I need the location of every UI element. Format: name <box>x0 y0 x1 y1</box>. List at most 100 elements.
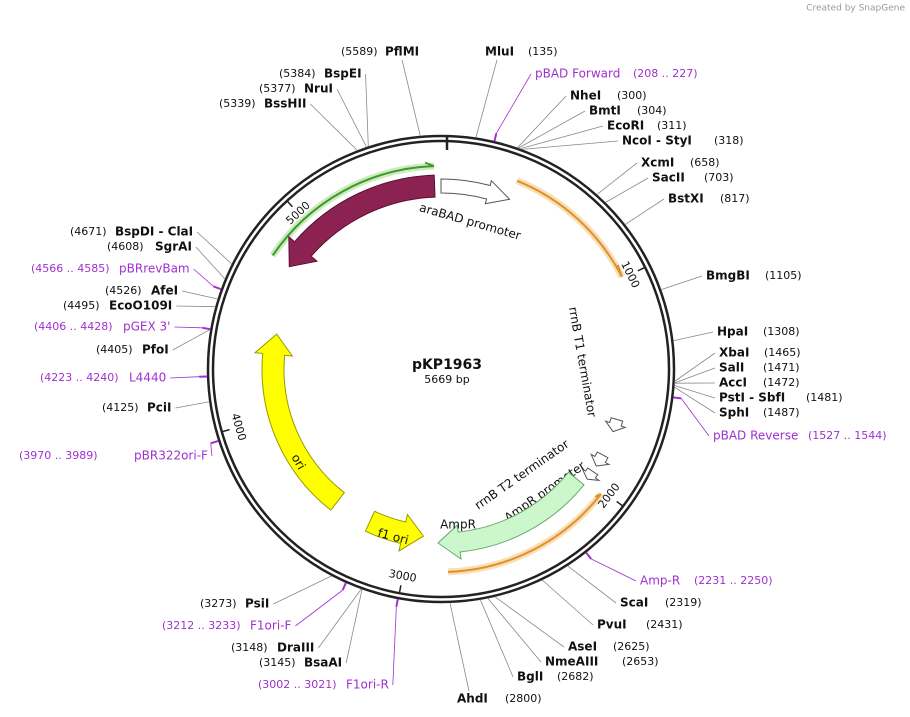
site-leader <box>175 401 210 409</box>
primer-range: (4223 .. 4240) <box>40 371 119 384</box>
site-leader <box>196 231 233 265</box>
feature-arrow <box>364 510 425 552</box>
site-leader <box>273 575 332 605</box>
primer-name: F1ori-F <box>250 619 291 633</box>
site-name: EcoRI <box>607 119 644 133</box>
site-name: NruI <box>304 82 333 96</box>
site-leader <box>518 110 586 149</box>
feature-arrow <box>590 451 611 467</box>
site-leader <box>521 140 619 150</box>
site-name: PciI <box>147 401 172 415</box>
site-position: (311) <box>657 119 687 132</box>
site-position: (1471) <box>763 361 800 374</box>
site-position: (1308) <box>763 325 800 338</box>
highlight-halo <box>515 177 625 279</box>
primer-leader <box>174 326 203 329</box>
site-position: (4671) <box>70 225 107 238</box>
site-name: SphI <box>719 406 749 420</box>
backbone-outer <box>206 134 676 604</box>
site-name: NmeAIII <box>545 655 598 669</box>
site-leader <box>596 162 638 195</box>
highlight-head <box>594 493 602 498</box>
primer-name: pGEX 3' <box>123 320 170 334</box>
site-leader <box>479 599 514 678</box>
site-position: (2682) <box>557 670 594 683</box>
tick-mark <box>221 428 230 433</box>
site-name: NcoI - StyI <box>622 134 692 148</box>
feature-arrow <box>288 174 436 268</box>
highlight-head <box>424 161 435 168</box>
site-name: PstI - SbfI <box>719 391 785 405</box>
site-leader <box>318 588 362 649</box>
highlight-head <box>616 264 623 278</box>
site-name: MluI <box>485 45 514 59</box>
site-name: BspEI <box>324 67 362 81</box>
site-leader <box>336 88 367 148</box>
feature-arrow <box>604 417 627 433</box>
site-name: NheI <box>570 89 601 103</box>
primer-mark <box>585 551 592 560</box>
site-leader <box>673 331 714 342</box>
site-name: PsiI <box>245 597 269 611</box>
site-name: AhdI <box>457 692 488 706</box>
site-position: (3148) <box>231 641 268 654</box>
primer-mark <box>202 326 211 331</box>
primer-range: (3970 .. 3989) <box>19 449 98 462</box>
site-position: (1472) <box>763 376 800 389</box>
site-name: SalI <box>719 361 744 375</box>
primer-mark <box>213 285 222 291</box>
primer-leader <box>392 606 397 686</box>
site-name: PfoI <box>142 343 169 357</box>
tick-label: 3000 <box>388 567 418 585</box>
site-leader <box>494 596 565 648</box>
site-name: DraIII <box>277 641 314 655</box>
site-name: SgrAI <box>155 240 192 254</box>
site-position: (2800) <box>505 692 542 705</box>
plasmid-name: pKP1963 <box>412 357 482 373</box>
feature-arrow <box>253 333 346 511</box>
site-position: (135) <box>528 45 558 58</box>
primer-mark <box>493 133 498 142</box>
primer-name: L4440 <box>129 371 166 385</box>
site-name: SacII <box>652 171 685 185</box>
site-position: (4526) <box>105 284 142 297</box>
site-leader <box>401 59 421 137</box>
site-name: PflMI <box>385 45 419 59</box>
site-position: (1487) <box>763 406 800 419</box>
primer-leader <box>210 443 213 457</box>
site-leader <box>475 59 498 138</box>
site-name: HpaI <box>717 325 748 339</box>
primer-name: Amp-R <box>640 574 680 588</box>
site-leader <box>567 565 617 604</box>
site-leader <box>519 125 604 150</box>
primer-leader <box>295 589 343 627</box>
site-leader <box>674 386 716 414</box>
site-name: BsaAI <box>304 656 342 670</box>
site-leader <box>172 329 211 351</box>
site-name: AfeI <box>151 284 178 298</box>
site-position: (1465) <box>764 346 801 359</box>
site-name: BspDI - ClaI <box>115 225 193 239</box>
site-name: AseI <box>568 640 597 654</box>
site-position: (304) <box>637 104 667 117</box>
primer-leader <box>495 73 532 134</box>
site-position: (2319) <box>665 596 702 609</box>
site-position: (5377) <box>259 82 296 95</box>
site-name: PvuI <box>597 618 627 632</box>
primer-mark <box>673 396 682 400</box>
primer-range: (3002 .. 3021) <box>258 678 337 691</box>
tick-mark <box>398 585 402 594</box>
site-position: (5384) <box>279 67 316 80</box>
site-position: (703) <box>704 171 734 184</box>
site-position: (4608) <box>107 240 144 253</box>
site-leader <box>605 177 649 203</box>
site-leader <box>487 598 542 663</box>
site-position: (1481) <box>806 391 843 404</box>
highlight-arc <box>516 179 623 278</box>
primer-name: pBR322ori-F <box>134 449 208 463</box>
site-leader <box>345 589 363 664</box>
site-position: (817) <box>720 192 750 205</box>
site-position: (5589) <box>341 45 378 58</box>
primer-range: (208 .. 227) <box>633 67 698 80</box>
